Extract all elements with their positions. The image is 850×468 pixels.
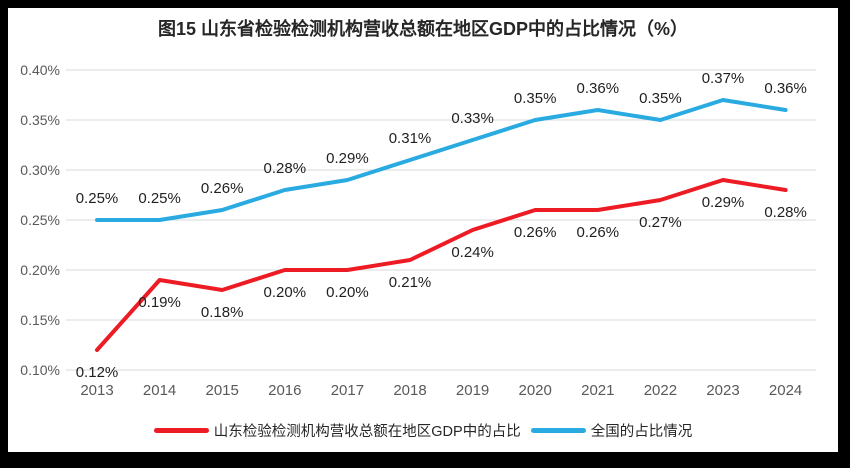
- data-label-national: 0.25%: [76, 190, 119, 207]
- y-axis-tick-label: 0.30%: [20, 162, 60, 178]
- data-label-national: 0.28%: [264, 160, 307, 177]
- y-axis-tick-label: 0.40%: [20, 62, 60, 78]
- data-label-national: 0.37%: [702, 70, 745, 87]
- y-axis-tick-label: 0.10%: [20, 362, 60, 378]
- x-axis-tick-label: 2017: [331, 382, 364, 399]
- data-label-shandong: 0.20%: [264, 284, 307, 301]
- x-axis-tick-label: 2014: [143, 382, 176, 399]
- series-line-national: [95, 98, 788, 222]
- data-label-shandong: 0.21%: [389, 274, 432, 291]
- data-label-shandong: 0.12%: [76, 364, 119, 381]
- y-axis-tick-label: 0.15%: [20, 312, 60, 328]
- x-axis-tick-label: 2019: [456, 382, 489, 399]
- chart-title: 图15 山东省检验检测机构营收总额在地区GDP中的占比情况（%）: [157, 19, 689, 39]
- data-label-national: 0.36%: [764, 80, 807, 97]
- legend-item-national: 全国的占比情况: [530, 420, 693, 441]
- data-label-shandong: 0.29%: [702, 194, 745, 211]
- line-chart: 0.10% 0.15% 0.20% 0.25% 0.30% 0.35% 0.40% 2013 2…: [20, 62, 816, 399]
- y-axis-tick-label: 0.25%: [20, 212, 60, 228]
- data-label-national: 0.36%: [577, 80, 620, 97]
- shandong-series-swatch: [153, 428, 209, 433]
- data-label-shandong: 0.18%: [201, 304, 244, 321]
- data-label-shandong: 0.26%: [577, 224, 620, 241]
- x-axis-tick-label: 2023: [706, 382, 739, 399]
- x-axis-tick-label: 2020: [519, 382, 552, 399]
- x-axis-tick-label: 2022: [644, 382, 677, 399]
- data-label-shandong: 0.26%: [514, 224, 557, 241]
- chart-container: 图15 山东省检验检测机构营收总额在地区GDP中的占比情况（%） 0.10% 0.…: [8, 8, 838, 452]
- x-axis-tick-label: 2015: [206, 382, 239, 399]
- x-axis-tick-label: 2016: [268, 382, 301, 399]
- data-label-national: 0.33%: [451, 110, 494, 127]
- national-series-swatch: [530, 428, 586, 433]
- series-line-shandong: [95, 178, 788, 352]
- data-label-national: 0.25%: [138, 190, 181, 207]
- legend-label-national: 全国的占比情况: [590, 424, 693, 440]
- y-axis-tick-label: 0.20%: [20, 262, 60, 278]
- data-label-shandong: 0.24%: [451, 244, 494, 261]
- x-axis-tick-label: 2021: [581, 382, 614, 399]
- legend-item-shandong: 山东检验检测机构营收总额在地区GDP中的占比: [153, 420, 521, 441]
- data-label-shandong: 0.19%: [138, 294, 181, 311]
- data-label-shandong: 0.20%: [326, 284, 369, 301]
- chart-legend: 山东检验检测机构营收总额在地区GDP中的占比 全国的占比情况: [8, 420, 838, 441]
- legend-label-shandong: 山东检验检测机构营收总额在地区GDP中的占比: [213, 424, 521, 440]
- x-axis-tick-label: 2024: [769, 382, 802, 399]
- data-label-national: 0.31%: [389, 130, 432, 147]
- data-label-national: 0.35%: [514, 90, 557, 107]
- data-label-national: 0.35%: [639, 90, 682, 107]
- data-label-national: 0.29%: [326, 150, 369, 167]
- y-axis-tick-label: 0.35%: [20, 112, 60, 128]
- x-axis-tick-label: 2013: [80, 382, 113, 399]
- data-label-shandong: 0.27%: [639, 214, 682, 231]
- x-axis-tick-label: 2018: [393, 382, 426, 399]
- data-label-shandong: 0.28%: [764, 204, 807, 221]
- data-label-national: 0.26%: [201, 180, 244, 197]
